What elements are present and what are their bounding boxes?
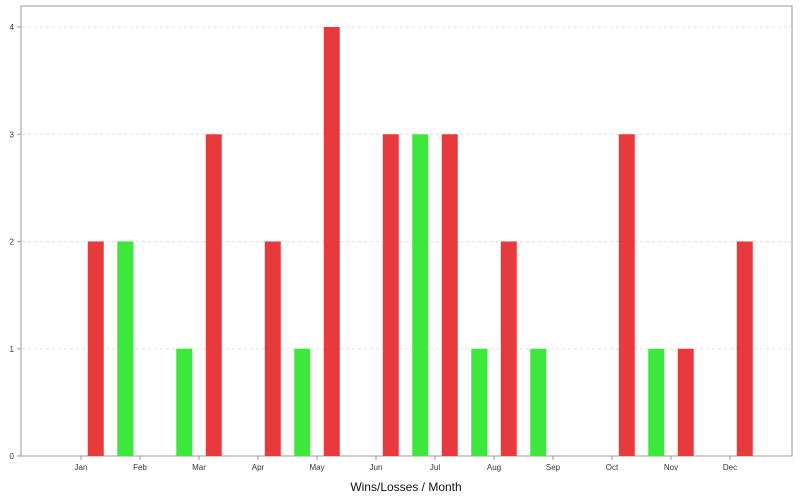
win-bar: [294, 348, 311, 456]
x-tick-label: Aug: [487, 463, 501, 472]
win-bar: [471, 348, 488, 456]
win-bar: [412, 134, 429, 456]
y-tick-label: 1: [10, 345, 15, 354]
x-tick-label: Jan: [75, 463, 88, 472]
x-tick-label: Feb: [133, 463, 147, 472]
loss-bar: [736, 241, 753, 456]
loss-bar: [264, 241, 281, 456]
x-tick-label: Oct: [606, 463, 619, 472]
x-tick-label: Jun: [370, 463, 383, 472]
loss-bar: [323, 27, 340, 456]
y-tick-label: 3: [10, 130, 15, 139]
loss-bar: [500, 241, 517, 456]
y-axis-ticks: 0 1 2 3 4: [10, 23, 21, 461]
win-bar: [530, 348, 547, 456]
x-tick-label: Dec: [723, 463, 737, 472]
x-tick-label: Nov: [664, 463, 678, 472]
x-tick-label: Sep: [546, 463, 561, 472]
loss-bar: [205, 134, 222, 456]
gridlines: [22, 26, 791, 350]
win-bar: [176, 348, 193, 456]
x-tick-label: May: [309, 463, 324, 472]
x-tick-label: Jul: [430, 463, 440, 472]
loss-bar: [677, 348, 694, 456]
x-axis-ticks: Jan Feb Mar Apr May Jun Jul Aug Sep Oct Nov Dec: [75, 456, 737, 472]
x-tick-label: Mar: [192, 463, 206, 472]
loss-bar: [618, 134, 635, 456]
x-tick-label: Apr: [252, 463, 265, 472]
y-tick-label: 2: [10, 238, 15, 247]
loss-bar: [441, 134, 458, 456]
win-bar: [117, 241, 134, 456]
loss-bar: [382, 134, 399, 456]
win-bar: [648, 348, 665, 456]
plot-area: [20, 5, 793, 457]
y-tick-label: 0: [10, 452, 15, 461]
y-tick-label: 4: [10, 23, 15, 32]
loss-bar: [87, 241, 104, 456]
bars: [87, 27, 753, 456]
x-axis-title: Wins/Losses / Month: [350, 480, 461, 494]
